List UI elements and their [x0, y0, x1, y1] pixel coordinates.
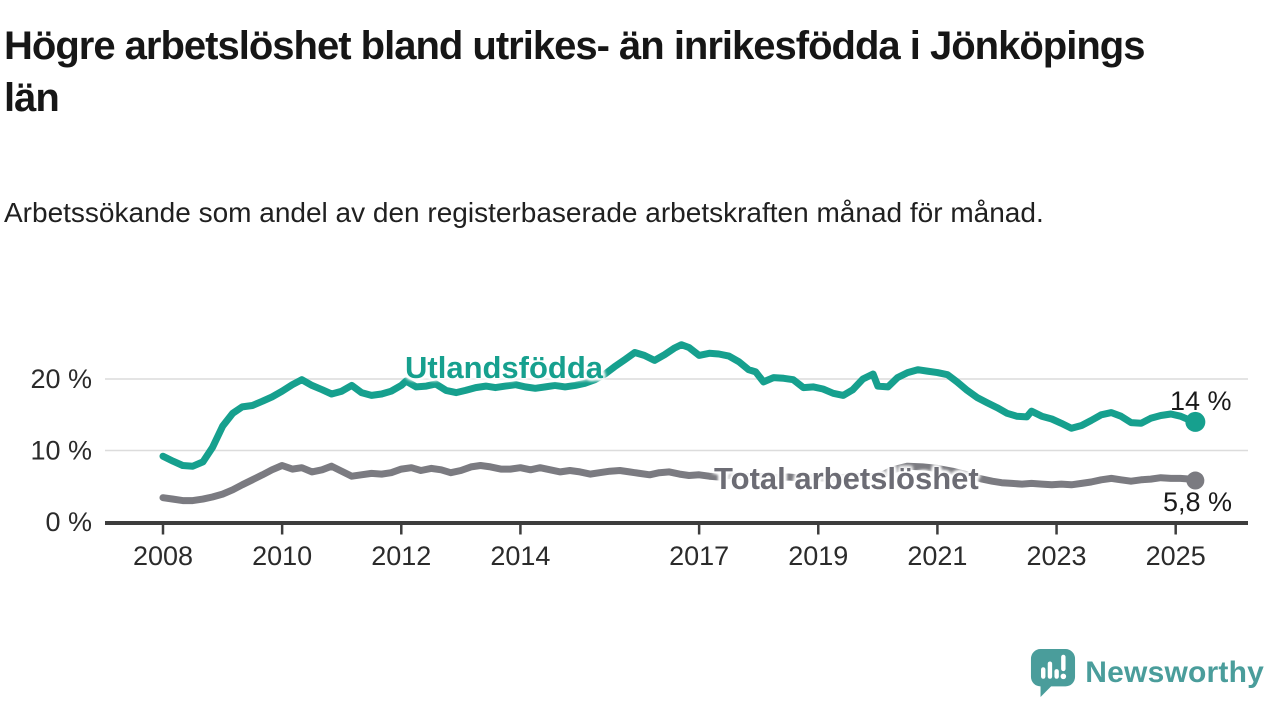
end-value-total-arbetsloshet: 5,8 %: [1163, 487, 1233, 517]
end-value-utlandsfodda: 14 %: [1170, 386, 1232, 416]
y-tick-label-20: 20 %: [30, 364, 92, 394]
bar-3: [1054, 669, 1060, 679]
series-label-total-arbetsloshet: Total arbetslöshet: [714, 461, 979, 496]
x-tick-label-2019: 2019: [788, 541, 848, 571]
speech-bubble-shape: [1031, 649, 1076, 697]
x-tick-label-2012: 2012: [371, 541, 431, 571]
series-line-1: [159, 462, 1199, 505]
page-subtitle: Arbetssökande som andel av den registerb…: [4, 197, 1044, 228]
series-end-dot-0: [1185, 411, 1206, 432]
newsworthy-logo-icon: [1031, 649, 1076, 697]
series-label-utlandsfodda: Utlandsfödda: [405, 350, 604, 385]
exclamation-dot: [1060, 673, 1067, 680]
x-tick-label-2017: 2017: [669, 541, 729, 571]
exclamation-stem: [1061, 654, 1066, 672]
x-tick-label-2014: 2014: [490, 541, 550, 571]
x-tick-label-2010: 2010: [252, 541, 312, 571]
x-tick-label-2021: 2021: [907, 541, 967, 571]
y-tick-label-0: 0 %: [45, 507, 92, 537]
newsworthy-logo: Newsworthy: [1030, 648, 1264, 698]
bar-2: [1048, 661, 1053, 679]
y-tick-label-10: 10 %: [30, 436, 92, 466]
series-end-dot-1: [1186, 471, 1205, 490]
bar-1: [1041, 667, 1046, 679]
x-tick-label-2008: 2008: [133, 541, 193, 571]
newsworthy-wordmark: Newsworthy: [1085, 656, 1264, 689]
page-title: Högre arbetslöshet bland utrikes- än inr…: [4, 24, 1145, 120]
x-tick-label-2025: 2025: [1146, 541, 1206, 571]
x-tick-label-2023: 2023: [1027, 541, 1087, 571]
series-line-0: [159, 341, 1199, 470]
